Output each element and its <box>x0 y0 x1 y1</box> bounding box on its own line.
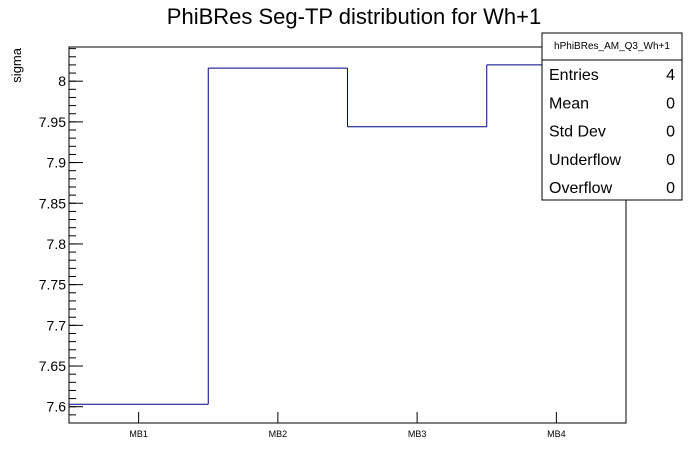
plot-frame <box>68 46 627 424</box>
x-tick-label: MB2 <box>269 429 288 439</box>
stats-rows: Entries 4 Mean 0 Std Dev 0 Underflow 0 Overflow 0 <box>549 67 675 197</box>
x-tick-label: MB1 <box>129 429 148 439</box>
y-tick-label: 7.65 <box>39 358 66 374</box>
stats-value: 4 <box>666 67 675 84</box>
stats-label: Underflow <box>549 152 621 169</box>
y-tick-label: 7.7 <box>47 317 67 333</box>
y-tick-label: 7.8 <box>47 236 67 252</box>
y-tick-label: 7.75 <box>39 277 66 293</box>
y-axis-label: sigma <box>9 47 24 82</box>
stats-value: 0 <box>666 95 675 112</box>
stats-label: Mean <box>549 95 589 112</box>
x-tick-label: MB3 <box>408 429 427 439</box>
y-tick-label: 7.95 <box>39 114 66 130</box>
stats-box: hPhiBRes_AM_Q3_Wh+1 Entries 4 Mean 0 Std Dev… <box>541 32 683 201</box>
y-axis-ticks: 7.6 7.65 7.7 7.75 7.8 7.85 7.9 7.95 8 <box>39 73 83 415</box>
y-tick-label: 7.6 <box>47 399 67 415</box>
y-tick-label: 7.85 <box>39 195 66 211</box>
stats-value: 0 <box>666 180 675 197</box>
stats-label: Overflow <box>549 180 613 197</box>
stats-value: 0 <box>666 152 675 169</box>
x-tick-label: MB4 <box>547 429 566 439</box>
x-axis-ticks: MB1 MB2 MB3 MB4 <box>129 412 566 439</box>
stats-box-frame <box>541 32 683 201</box>
stats-label: Std Dev <box>549 124 606 141</box>
y-tick-label: 8 <box>58 73 66 89</box>
stats-label: Entries <box>549 67 599 84</box>
stats-box-title: hPhiBRes_AM_Q3_Wh+1 <box>554 41 670 52</box>
stats-value: 0 <box>666 124 675 141</box>
y-minor-ticks <box>69 48 76 424</box>
chart-title: PhiBRes Seg-TP distribution for Wh+1 <box>167 4 541 29</box>
y-tick-label: 7.9 <box>47 155 67 171</box>
